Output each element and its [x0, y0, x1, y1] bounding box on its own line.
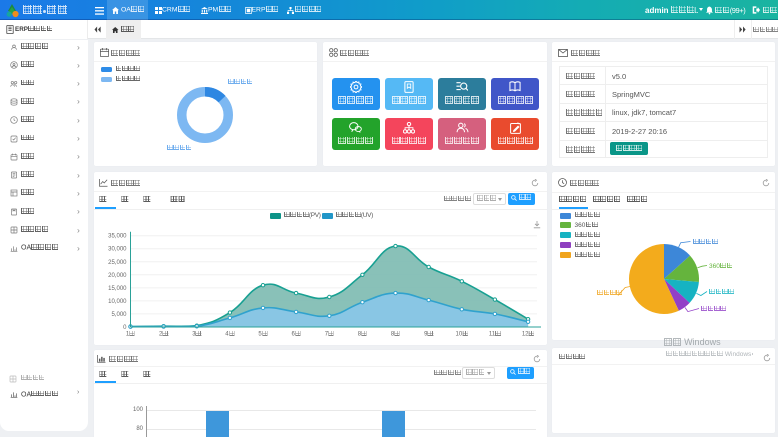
svg-text:20,000: 20,000 [108, 273, 127, 279]
svg-text:25,000: 25,000 [108, 260, 127, 266]
svg-text:30,000: 30,000 [108, 247, 127, 253]
svg-text:15,000: 15,000 [108, 286, 127, 292]
svg-text:10,000: 10,000 [108, 299, 127, 305]
svg-text:35,000: 35,000 [108, 234, 127, 240]
svg-text:0: 0 [123, 325, 127, 331]
svg-text:5,000: 5,000 [111, 312, 127, 318]
